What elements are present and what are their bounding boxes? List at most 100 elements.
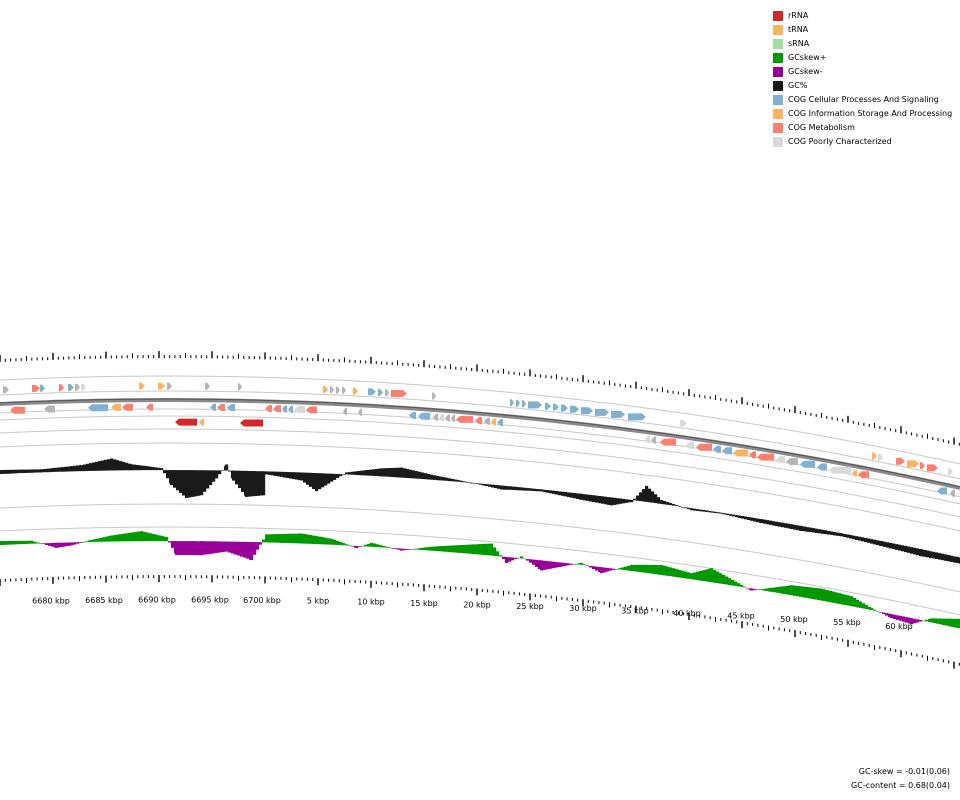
gc-bar-above (395, 467, 399, 478)
gc-bar-below (726, 513, 730, 516)
gc-bar-below (200, 470, 204, 496)
gc-skew-positive (817, 588, 821, 600)
gc-skew-positive (702, 570, 706, 581)
gc-skew-positive (306, 534, 310, 544)
gc-bar-below (787, 523, 791, 529)
gc-skew-negative (563, 562, 567, 566)
gc-bar-below (232, 470, 236, 481)
gc-skew-positive (379, 545, 383, 548)
cds-forward (139, 382, 145, 390)
cds-forward (872, 452, 877, 460)
gc-bar-above (380, 468, 384, 477)
gc-skew-positive (442, 546, 446, 552)
cds-reverse (660, 438, 676, 446)
gc-bar-below (840, 533, 844, 537)
gc-bar-below (182, 470, 186, 496)
gc-skew-negative (508, 557, 512, 562)
gc-bar-below (910, 547, 914, 554)
gc-bar-above (33, 469, 37, 473)
gc-skew-positive (146, 532, 150, 542)
gc-skew-negative (58, 542, 62, 548)
scale-label: 20 kbp (463, 600, 491, 609)
gc-bar-above (46, 468, 50, 473)
gc-skew-positive (128, 532, 132, 542)
cds-reverse (288, 405, 293, 413)
cds-reverse (409, 411, 416, 419)
gc-skew-negative (250, 542, 254, 560)
gc-skew-positive (466, 544, 470, 554)
gc-bar-below (228, 470, 232, 472)
gc-skew-positive (951, 618, 955, 627)
gc-skew-positive (385, 546, 389, 548)
cds-forward (680, 419, 687, 427)
gc-skew-negative (592, 566, 596, 569)
gc-bar-above (101, 460, 105, 471)
cds-reverse (451, 414, 455, 422)
gc-skew-negative (526, 559, 530, 561)
gc-bar-below (176, 470, 180, 491)
gc-bar-below (309, 472, 313, 487)
gc-bar-below (318, 473, 322, 490)
gc-skew-negative (902, 616, 906, 622)
cds-forward (595, 408, 609, 416)
gc-skew-negative (603, 567, 607, 573)
gc-bar-below (191, 470, 195, 497)
gc-bar-above (107, 459, 111, 471)
gc-bar-above (55, 467, 59, 472)
gc-bar-above (52, 468, 56, 472)
gc-skew-negative (409, 549, 413, 550)
gc-bar-below (173, 470, 177, 488)
gc-bar-below (796, 525, 800, 531)
gc-bar-below (708, 510, 712, 513)
gc-skew-positive (693, 572, 697, 580)
cds-reverse (713, 445, 721, 453)
gc-skew-positive (18, 540, 22, 545)
cds-reverse (852, 469, 857, 477)
gc-skew-positive (370, 542, 374, 547)
gc-bar-below (944, 554, 948, 561)
gc-skew-positive (9, 540, 13, 545)
gc-skew-positive (99, 537, 103, 542)
gc-skew-positive (439, 546, 443, 552)
gc-bar-above (136, 465, 140, 471)
gc-skew-positive (578, 563, 582, 565)
gc-bar-below (254, 471, 258, 496)
cds-forward (391, 390, 407, 397)
gc-bar-below (336, 474, 340, 478)
gc-bar-below (693, 508, 697, 511)
gc-bar-below (292, 472, 296, 480)
gc-skew-positive (808, 587, 812, 599)
cds-forward (40, 384, 45, 392)
scale-label: 50 kbp (780, 615, 808, 624)
gc-skew-positive (318, 536, 322, 545)
gc-skew-negative (200, 541, 204, 556)
gc-bar-below (705, 510, 709, 512)
cds-reverse (210, 403, 216, 411)
cds-reverse (686, 441, 694, 449)
gc-bar-below (248, 471, 252, 497)
cds-reverse (456, 415, 473, 423)
gc-skew-negative (756, 589, 760, 591)
gc-skew-positive (315, 536, 319, 545)
gc-skew-negative (403, 548, 407, 551)
legend-swatch (773, 25, 783, 35)
gc-bar-below (775, 521, 779, 527)
gc-bar-below (589, 494, 593, 502)
gc-bar-above (406, 469, 410, 478)
gc-skew-positive (713, 569, 717, 583)
gc-bar-above (160, 468, 164, 471)
gc-skew-positive (868, 606, 872, 610)
gc-skew-negative (391, 548, 395, 549)
gc-bar-below (218, 470, 222, 475)
gc-skew-negative (168, 541, 172, 543)
gc-skew-positive (454, 545, 458, 553)
gc-content-stat: GC-content = 0.68(0.04) (851, 781, 950, 790)
gc-bar-below (321, 473, 325, 488)
gc-bar-below (339, 474, 343, 477)
gc-skew-positive (265, 534, 269, 543)
gc-bar-below (690, 508, 694, 511)
gc-skew-positive (645, 564, 649, 573)
track-outline (0, 375, 960, 465)
gc-bar-above (49, 468, 53, 473)
gc-skew-positive (666, 566, 670, 576)
